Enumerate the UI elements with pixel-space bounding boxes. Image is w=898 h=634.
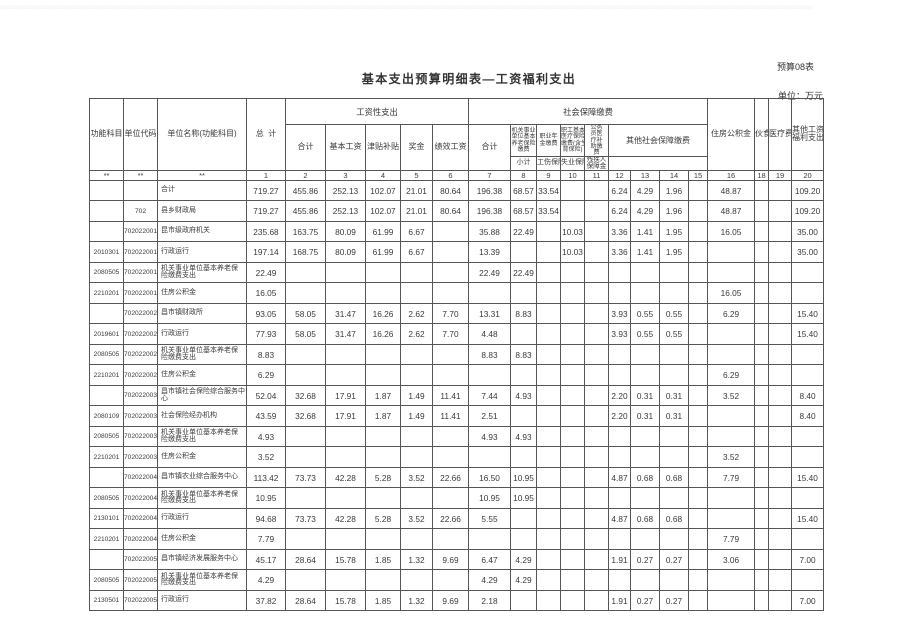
svg-text:xxxxxxxxxxxxxxxxxxxxxxxxxxxxxx: xxxxxxxxxxxxxxxxxxxxxxxxxxxxxxxxxxxxxxxx…	[0, 5, 813, 10]
